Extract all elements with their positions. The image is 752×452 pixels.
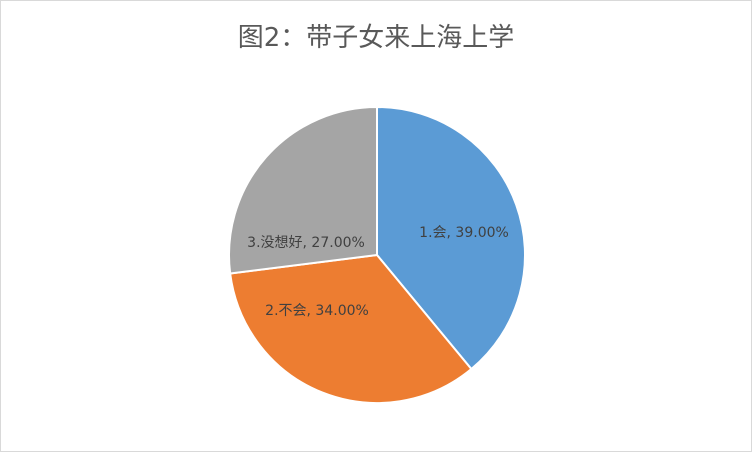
data-label-2: 2.不会, 34.00% [265,303,369,319]
pie-slice-3 [228,105,378,275]
pie-slice-2 [229,253,473,404]
chart-title: 图2：带子女来上海上学 [237,23,515,53]
data-label-3: 3.没想好, 27.00% [247,235,365,251]
data-label-1: 1.会, 39.00% [419,225,509,241]
pie-slice-1 [376,105,526,371]
